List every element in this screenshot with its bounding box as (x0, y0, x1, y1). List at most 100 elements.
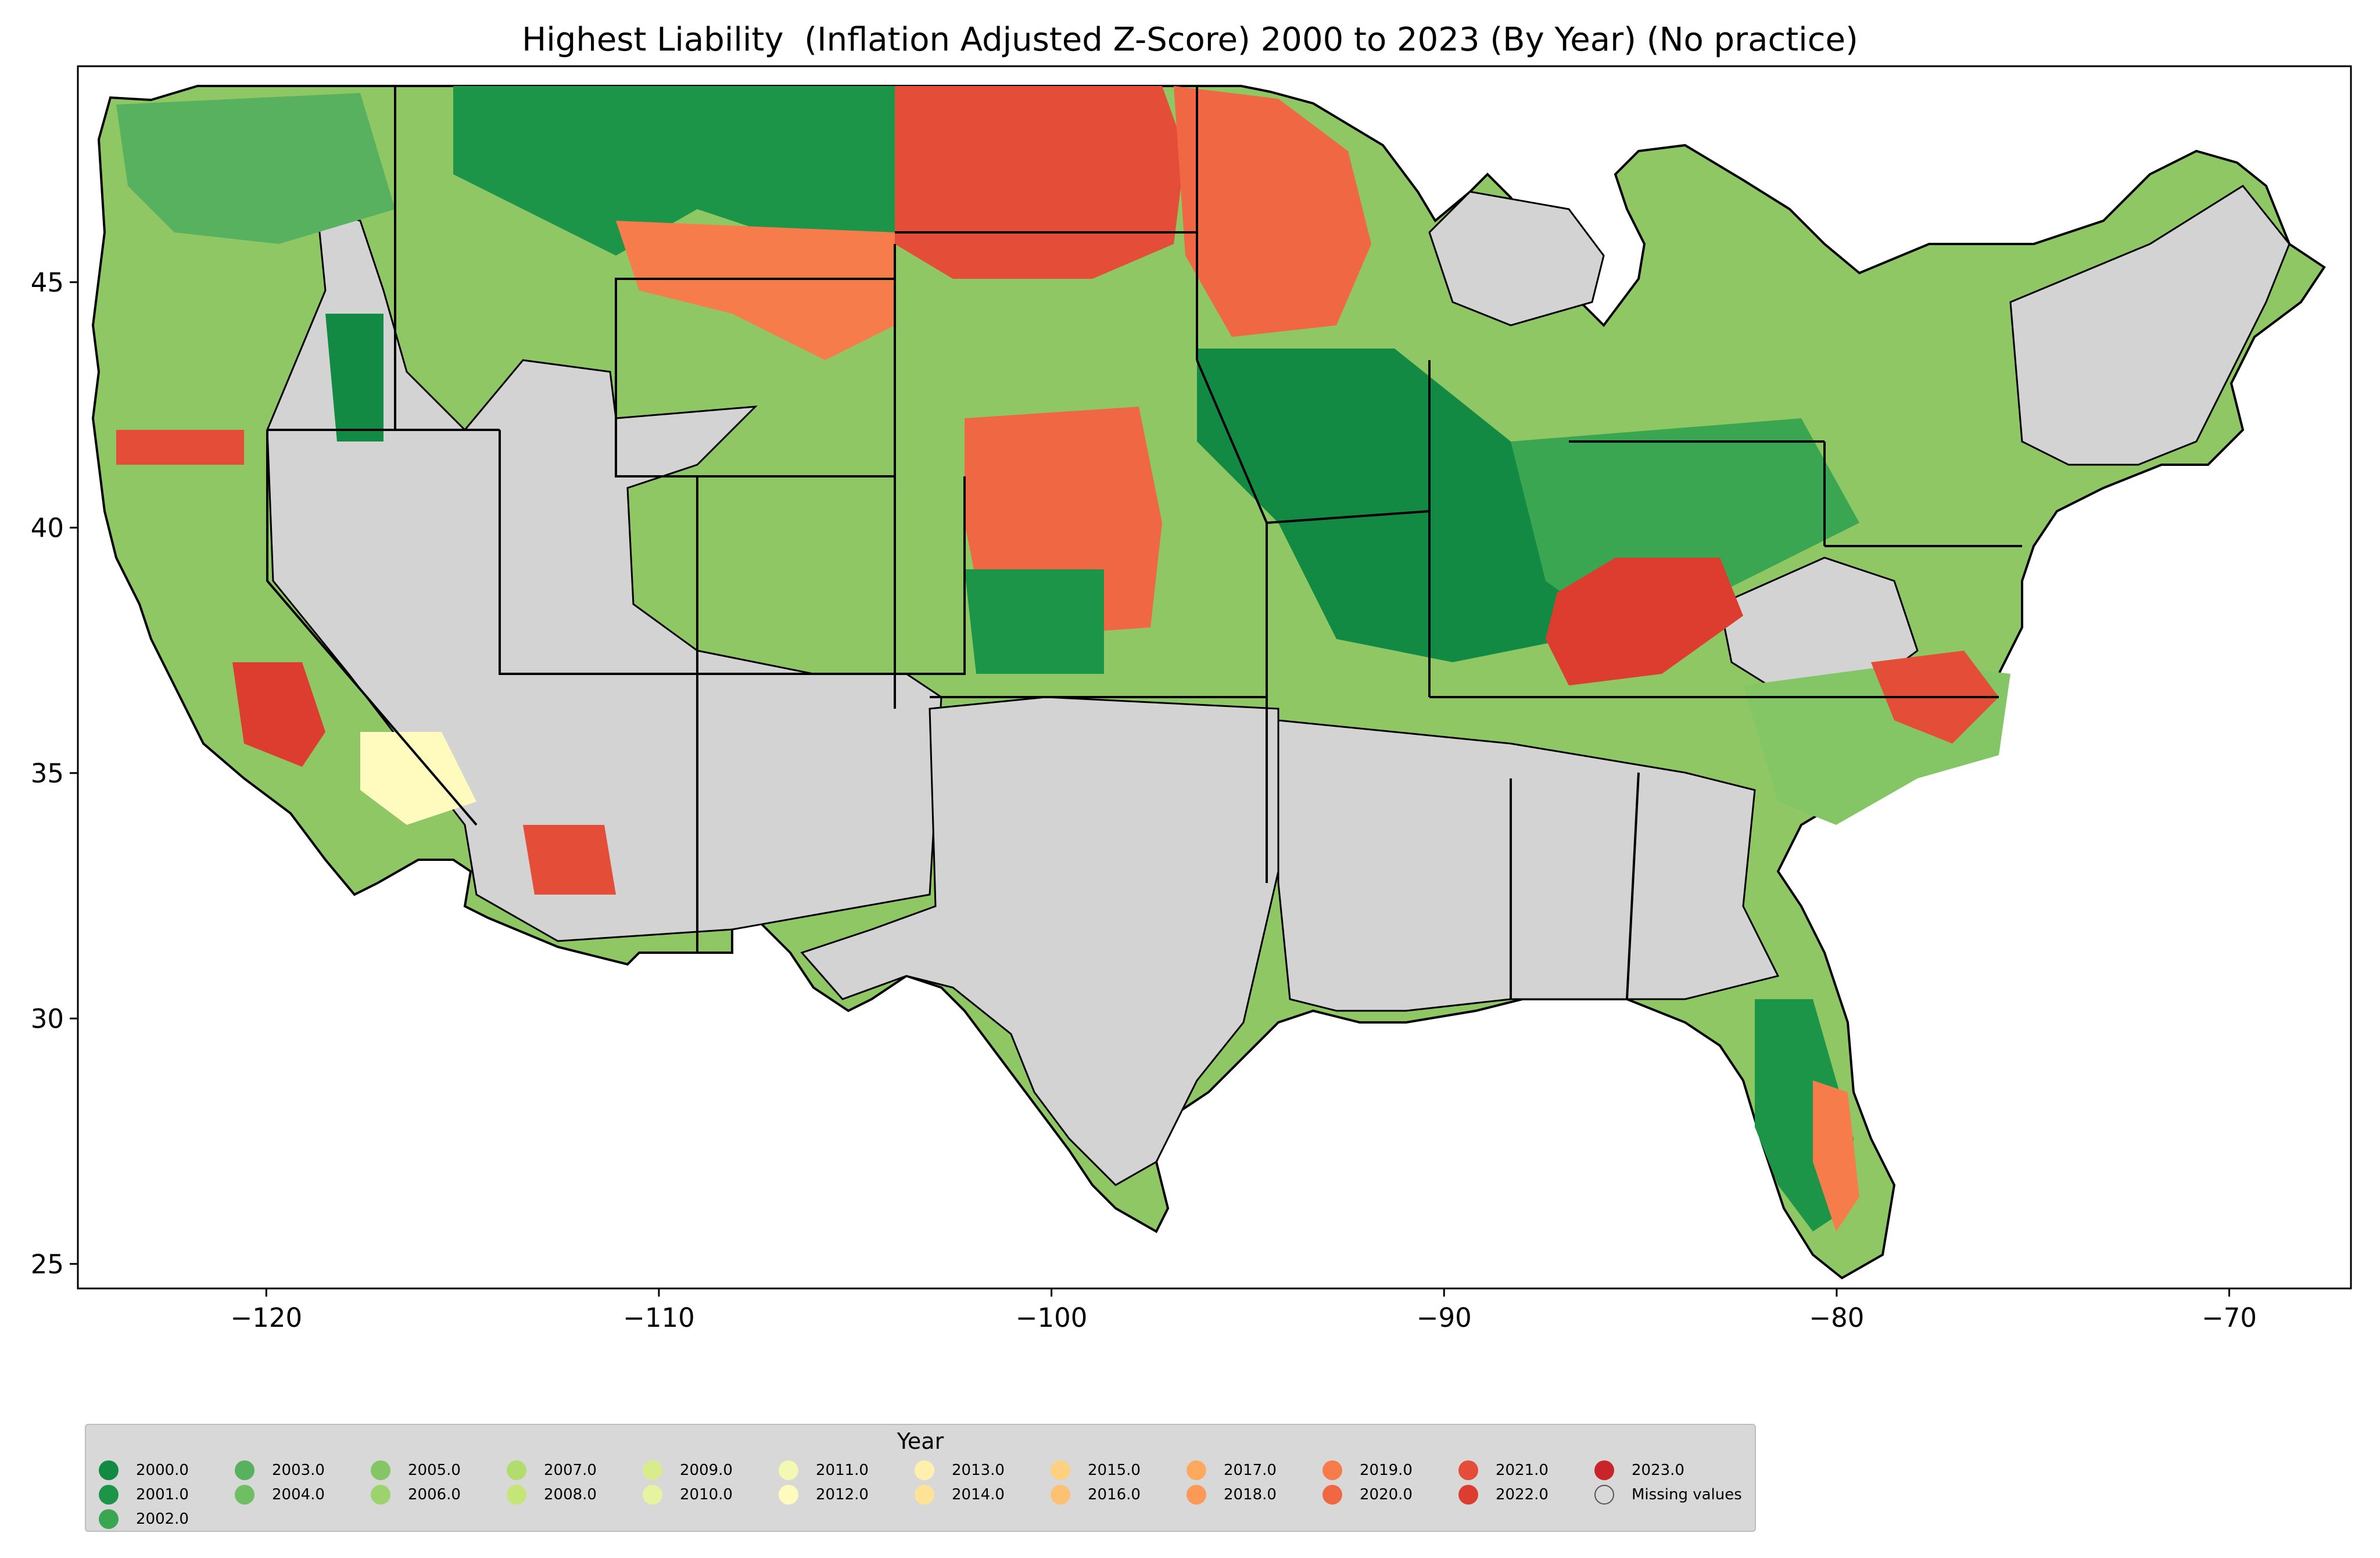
legend-entry: Missing values (1594, 1483, 1742, 1506)
legend-label: 2010.0 (680, 1486, 733, 1503)
state-borders (266, 86, 2022, 1000)
legend-swatch (1051, 1460, 1070, 1480)
legend-swatch (1322, 1460, 1342, 1480)
legend-entry: 2000.0 (99, 1459, 189, 1482)
axis-tick-labels: −120 −110 −100 −90 −80 −70 45 40 35 30 25 (31, 267, 2257, 1333)
region-new-england (2009, 185, 2291, 466)
x-tick-label: −80 (1809, 1302, 1864, 1333)
legend-label: 2012.0 (816, 1486, 869, 1503)
region-florida-orange (1813, 1080, 1859, 1232)
legend-swatch (643, 1460, 662, 1480)
y-tick-label: 30 (31, 1003, 64, 1034)
y-tick-label: 25 (31, 1249, 64, 1280)
region-michigan-north (1428, 191, 1605, 326)
legend-label: 2002.0 (136, 1510, 189, 1528)
legend-swatch (1187, 1460, 1206, 1480)
legend-label: 2001.0 (136, 1486, 189, 1503)
legend-entry: 2008.0 (507, 1483, 597, 1506)
legend-swatch (1322, 1485, 1342, 1505)
legend-label: 2019.0 (1360, 1462, 1413, 1479)
legend-label: 2008.0 (544, 1486, 597, 1503)
legend-label: 2015.0 (1088, 1462, 1141, 1479)
region-arizona-red (523, 825, 616, 895)
legend: Year 2000.0 2001.0 2002.0 2003.0 2004.0 2005.… (85, 1424, 1756, 1532)
legend-entry: 2001.0 (99, 1483, 189, 1506)
legend-swatch (1458, 1460, 1478, 1480)
legend-swatch (1594, 1460, 1614, 1480)
legend-label: 2000.0 (136, 1462, 189, 1479)
legend-entry: 2016.0 (1051, 1483, 1141, 1506)
legend-swatch (235, 1485, 255, 1505)
region-kentucky-red (1546, 558, 1743, 685)
map-figure: −120 −110 −100 −90 −80 −70 45 40 35 30 25 (31, 65, 2352, 1333)
legend-swatch (99, 1509, 119, 1529)
legend-entry: 2011.0 (779, 1459, 869, 1482)
legend-entry: 2010.0 (643, 1483, 733, 1506)
region-northern-plains-red (895, 86, 1185, 279)
x-tick-label: −100 (1016, 1302, 1088, 1333)
region-washington-green (116, 93, 395, 244)
legend-swatch (1051, 1485, 1070, 1505)
legend-entry: 2021.0 (1458, 1459, 1549, 1482)
legend-entry: 2009.0 (643, 1459, 733, 1482)
legend-entry: 2023.0 (1594, 1459, 1684, 1482)
legend-label: 2006.0 (408, 1486, 461, 1503)
legend-label: 2022.0 (1496, 1486, 1549, 1503)
region-oregon-red (116, 430, 244, 465)
legend-swatch (779, 1485, 798, 1505)
legend-entry: 2017.0 (1187, 1459, 1277, 1482)
y-tick-label: 40 (31, 512, 64, 543)
legend-title: Year (897, 1428, 944, 1454)
legend-entry: 2002.0 (99, 1507, 189, 1531)
legend-entry: 2005.0 (371, 1459, 461, 1482)
x-tick-label: −90 (1417, 1302, 1472, 1333)
legend-swatch (643, 1485, 662, 1505)
legend-swatch (1187, 1485, 1206, 1505)
conus-outline (91, 85, 2326, 1280)
legend-entry: 2007.0 (507, 1459, 597, 1482)
x-tick-label: −110 (623, 1302, 695, 1333)
legend-swatch (99, 1460, 119, 1480)
y-tick-label: 45 (31, 267, 64, 298)
legend-entry: 2014.0 (915, 1483, 1005, 1506)
x-tick-label: −70 (2202, 1302, 2257, 1333)
legend-entry: 2022.0 (1458, 1483, 1549, 1506)
legend-entry: 2006.0 (371, 1483, 461, 1506)
legend-label: 2017.0 (1224, 1462, 1277, 1479)
region-eastern-montana-orange (616, 221, 895, 360)
y-tick-label: 35 (31, 758, 64, 789)
region-montana-green (453, 86, 895, 256)
region-kansas-green (965, 569, 1104, 674)
legend-entry: 2012.0 (779, 1483, 869, 1506)
legend-swatch (1458, 1485, 1478, 1505)
legend-swatch (915, 1460, 934, 1480)
legend-label: Missing values (1632, 1486, 1742, 1503)
legend-swatch (235, 1460, 255, 1480)
axis-ticks (70, 281, 2231, 1297)
legend-label: 2021.0 (1496, 1462, 1549, 1479)
legend-entry: 2018.0 (1187, 1483, 1277, 1506)
legend-label: 2016.0 (1088, 1486, 1141, 1503)
legend-label: 2005.0 (408, 1462, 461, 1479)
map-title: Highest Liability (Inflation Adjusted Z-… (522, 21, 1858, 59)
legend-swatch (371, 1460, 390, 1480)
legend-label: 2018.0 (1224, 1486, 1277, 1503)
region-corn-belt-green (1197, 349, 1569, 662)
legend-swatch (779, 1460, 798, 1480)
legend-entry: 2004.0 (235, 1483, 325, 1506)
x-tick-label: −120 (231, 1302, 303, 1333)
legend-label: 2023.0 (1632, 1462, 1684, 1479)
legend-swatch (507, 1460, 526, 1480)
legend-label: 2009.0 (680, 1462, 733, 1479)
legend-swatch (915, 1485, 934, 1505)
region-california-red (232, 662, 325, 767)
legend-label: 2011.0 (816, 1462, 869, 1479)
region-minnesota-mixed (1174, 86, 1371, 337)
legend-entry: 2020.0 (1322, 1483, 1413, 1506)
legend-entry: 2019.0 (1322, 1459, 1413, 1482)
legend-entry: 2013.0 (915, 1459, 1005, 1482)
legend-label: 2007.0 (544, 1462, 597, 1479)
legend-swatch (1594, 1485, 1614, 1505)
legend-entry: 2003.0 (235, 1459, 325, 1482)
legend-entry: 2015.0 (1051, 1459, 1141, 1482)
